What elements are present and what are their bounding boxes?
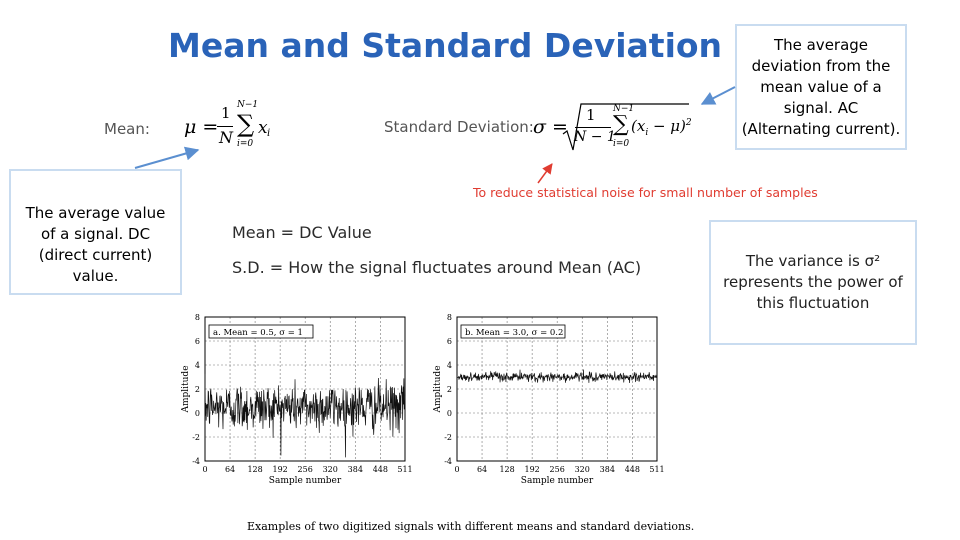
y-tick-label: 8 xyxy=(195,313,200,322)
mean-term: x xyxy=(258,118,268,138)
sigma-sum-icon: ∑ xyxy=(237,110,255,138)
sd-term-sup: 2 xyxy=(685,118,692,128)
sd-formula-num: 1 xyxy=(586,106,596,124)
mean-dc-line: Mean = DC Value xyxy=(232,223,372,242)
sd-formula-den: N − 1 xyxy=(574,129,616,145)
sd-sum-bottom: i=0 xyxy=(613,139,630,149)
mean-sum-bottom: i=0 xyxy=(237,139,254,149)
mean-callout: The average value of a signal. DC (direc… xyxy=(9,169,182,295)
x-tick-label: 320 xyxy=(575,465,590,474)
x-tick-label: 511 xyxy=(649,465,664,474)
y-tick-label: 8 xyxy=(447,313,452,322)
sd-callout-text: The average deviation from the mean valu… xyxy=(741,36,901,138)
sd-callout: The average deviation from the mean valu… xyxy=(735,24,907,150)
mean-formula-num: 1 xyxy=(221,104,231,122)
plot-frame xyxy=(456,316,658,462)
y-tick-label: 0 xyxy=(195,409,200,418)
sd-arrow xyxy=(700,86,736,105)
y-tick-label: 4 xyxy=(195,361,200,370)
mean-sum-top: N−1 xyxy=(237,100,259,110)
x-tick-label: 448 xyxy=(373,465,388,474)
chart-title: a. Mean = 0.5, σ = 1 xyxy=(213,328,303,338)
mean-formula: μ = 1 N N−1 ∑ i=0 x i xyxy=(184,100,284,154)
sd-ac-line: S.D. = How the signal fluctuates around … xyxy=(232,258,642,277)
variance-callout-rest: represents the power of this fluctuation xyxy=(723,273,903,312)
x-tick-label: 256 xyxy=(298,465,313,474)
figure-caption: Examples of two digitized signals with d… xyxy=(247,520,695,533)
mean-label: Mean: xyxy=(104,120,150,138)
sd-term-open: (x xyxy=(631,117,646,135)
chart-title-box: a. Mean = 0.5, σ = 1 xyxy=(208,324,314,339)
signal-series xyxy=(204,373,406,458)
sd-term-sub: i xyxy=(645,128,649,138)
y-tick-label: 4 xyxy=(447,361,452,370)
x-tick-label: 128 xyxy=(247,465,262,474)
x-tick-label: 320 xyxy=(323,465,338,474)
sqrt-icon xyxy=(562,103,689,151)
y-tick-label: 6 xyxy=(195,337,200,346)
sd-term: (xi − μ)2 xyxy=(631,117,692,138)
sd-formula: σ = 1 N − 1 N−1 ∑ i=0 (xi − μ)2 xyxy=(533,102,693,154)
y-axis-label: Amplitude xyxy=(181,365,191,413)
x-tick-label: 384 xyxy=(600,465,615,474)
sd-sum-top: N−1 xyxy=(613,104,635,114)
slide-title: Mean and Standard Deviation xyxy=(168,26,723,65)
y-tick-label: -2 xyxy=(192,433,200,442)
y-tick-label: -2 xyxy=(444,433,452,442)
y-tick-label: -4 xyxy=(444,457,452,466)
mean-arrow xyxy=(134,146,200,169)
y-axis-label: Amplitude xyxy=(433,365,443,413)
sd-sigma-sum-icon: ∑ xyxy=(613,112,629,137)
x-tick-label: 256 xyxy=(550,465,565,474)
y-tick-label: 2 xyxy=(195,385,200,394)
signal-series xyxy=(456,369,658,383)
x-tick-label: 192 xyxy=(273,465,288,474)
y-tick-label: 2 xyxy=(447,385,452,394)
sd-label: Standard Deviation: xyxy=(384,118,534,136)
chart-a: 0 64 128 192 256 320 384 448 511 -4 -2 0 2 4 6 8 Sample … xyxy=(181,313,413,486)
x-tick-label: 192 xyxy=(525,465,540,474)
mean-fraction-bar xyxy=(217,126,233,127)
x-tick-label: 0 xyxy=(202,465,207,474)
y-tick-label: -4 xyxy=(192,457,200,466)
variance-callout-prefix: The variance is σ² xyxy=(745,252,881,270)
x-axis-label: Sample number xyxy=(269,476,342,486)
chart-title-box: b. Mean = 3.0, σ = 0.2 xyxy=(460,324,566,339)
noise-arrow xyxy=(537,163,553,184)
chart-title-frame xyxy=(460,324,566,339)
x-tick-label: 128 xyxy=(499,465,514,474)
mean-formula-den: N xyxy=(219,128,233,147)
chart-title-frame xyxy=(208,324,314,339)
y-tick-label: 6 xyxy=(447,337,452,346)
chart-b: 0 64 128 192 256 320 384 448 511 -4 -2 0 2 4 6 8 Sample … xyxy=(433,313,665,486)
noise-note: To reduce statistical noise for small nu… xyxy=(473,185,818,200)
x-tick-label: 511 xyxy=(397,465,412,474)
x-tick-label: 0 xyxy=(454,465,459,474)
sd-formula-lhs: σ = xyxy=(533,116,568,138)
sd-fraction-bar xyxy=(575,127,611,128)
y-tick-label: 0 xyxy=(447,409,452,418)
mean-callout-text: The average value of a signal. DC (direc… xyxy=(25,204,166,285)
x-tick-label: 64 xyxy=(477,465,487,474)
mean-term-sub: i xyxy=(267,128,271,139)
variance-callout: The variance is σ² represents the power … xyxy=(709,220,917,345)
mean-formula-lhs: μ = xyxy=(184,116,219,138)
x-tick-label: 448 xyxy=(625,465,640,474)
x-tick-label: 64 xyxy=(225,465,235,474)
x-axis-label: Sample number xyxy=(521,476,594,486)
chart-title: b. Mean = 3.0, σ = 0.2 xyxy=(465,328,563,338)
x-tick-label: 384 xyxy=(348,465,363,474)
sd-term-tail: − μ) xyxy=(648,117,686,135)
